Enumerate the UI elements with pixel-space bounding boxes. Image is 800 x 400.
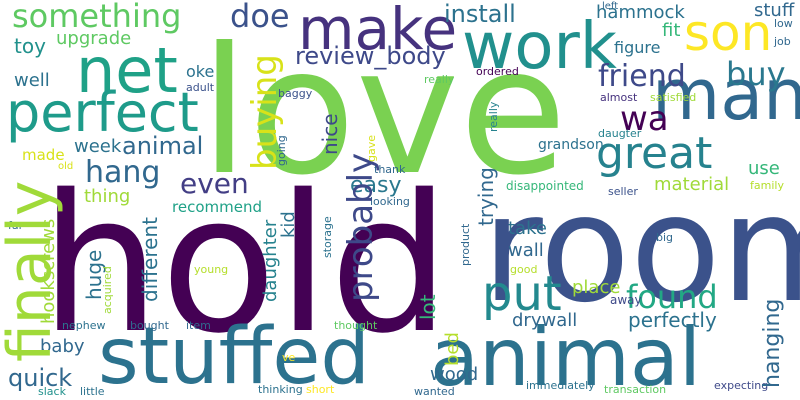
word-slack: slack — [38, 385, 66, 398]
word-thing: thing — [84, 186, 131, 207]
word-product: product — [459, 223, 472, 266]
word-low: low — [774, 17, 793, 30]
word-wanted: wanted — [414, 385, 455, 398]
word-material: material — [654, 174, 730, 195]
word-almost: almost — [600, 91, 638, 104]
word-bed: bed — [442, 332, 463, 366]
word-baggy: baggy — [278, 87, 313, 100]
word-well: well — [14, 70, 50, 91]
word-ve: ve — [282, 351, 296, 364]
word-kid: kid — [278, 211, 299, 238]
word-toy: toy — [14, 34, 46, 58]
word-great: great — [596, 128, 713, 179]
word-acquired: acquired — [101, 266, 114, 314]
word-daugter: daugter — [598, 127, 642, 140]
word-stuffed: stuffed — [98, 312, 370, 400]
word-bought: bought — [130, 319, 169, 332]
word-hold: hold — [40, 154, 451, 375]
word-disappointed: disappointed — [506, 179, 584, 193]
word-hammock: hammock — [596, 2, 685, 23]
word-friend: friend — [598, 59, 686, 94]
word-young: young — [194, 263, 229, 276]
word-hang: hang — [85, 155, 161, 190]
word-quick: quick — [8, 364, 73, 392]
word-thought: thought — [334, 319, 378, 332]
word-buy: buy — [726, 55, 786, 93]
word-animal-small: animal — [122, 132, 204, 160]
word-perfectly: perfectly — [628, 308, 717, 332]
word-made: made — [22, 146, 65, 164]
word-trying: trying — [474, 167, 498, 226]
word-figure: figure — [614, 38, 661, 57]
word-put: put — [482, 266, 562, 322]
word-lot: lot — [416, 294, 440, 320]
word-many: many — [652, 54, 800, 136]
word-job: job — [774, 35, 791, 48]
word-big: big — [656, 231, 674, 244]
word-really: really — [424, 73, 455, 86]
word-going: going — [275, 135, 288, 166]
word-little: little — [80, 385, 105, 398]
word-drywall: drywall — [512, 310, 578, 331]
word-adult: adult — [186, 81, 215, 94]
word-seller: seller — [608, 185, 638, 198]
word-transaction: transaction — [604, 383, 667, 396]
word-far: far — [8, 219, 24, 232]
word-item: item — [186, 319, 211, 332]
word-gave: gave — [365, 134, 378, 162]
word-hookscrews: hookscrews — [38, 218, 59, 324]
word-really-small: really — [487, 101, 500, 132]
word-short: short — [306, 383, 335, 396]
word-immediately: immediately — [526, 379, 595, 392]
word-perfect: perfect — [6, 81, 199, 144]
word-family: family — [750, 179, 784, 192]
word-thank: thank — [374, 163, 406, 176]
word-wa: wa — [620, 99, 669, 139]
word-stuff: stuff — [754, 0, 795, 21]
word-use: use — [748, 158, 780, 179]
word-place: place — [572, 277, 621, 298]
word-probably: probably — [341, 152, 381, 302]
word-ordered: ordered — [476, 65, 519, 78]
word-left: left — [602, 1, 619, 12]
word-different: different — [138, 217, 162, 302]
word-daughter: daughter — [260, 219, 281, 302]
word-found: found — [626, 278, 718, 316]
word-something: something — [12, 0, 182, 35]
word-take: take — [508, 218, 547, 239]
word-recommend: recommend — [172, 198, 262, 216]
word-animal: animal — [430, 311, 702, 400]
word-grandson: grandson — [538, 137, 604, 153]
word-wood: wood — [430, 364, 479, 385]
word-expecting: expecting — [714, 379, 769, 392]
word-review-body: review_body — [295, 42, 446, 70]
word-week: week — [74, 136, 122, 157]
word-satisfied: satisfied — [650, 91, 697, 104]
word-oke: oke — [186, 62, 215, 81]
word-easy: easy — [350, 173, 402, 198]
word-make: make — [298, 0, 458, 63]
word-nephew: nephew — [62, 319, 106, 332]
word-hanging: hanging — [760, 298, 785, 388]
word-thinking: thinking — [258, 383, 303, 396]
word-room: room — [482, 163, 800, 335]
word-looking: looking — [370, 195, 410, 208]
word-love: love — [200, 11, 567, 214]
word-baby: baby — [40, 336, 85, 357]
word-son: son — [684, 4, 773, 62]
word-good: good — [510, 263, 538, 276]
word-wall: wall — [508, 240, 544, 261]
word-nice: nice — [318, 113, 342, 155]
word-doe: doe — [230, 0, 290, 35]
word-away: away — [610, 293, 642, 307]
word-work: work — [462, 10, 617, 84]
word-install: install — [444, 0, 516, 28]
word-storage: storage — [321, 216, 334, 258]
word-old: old — [58, 161, 74, 172]
word-even: even — [180, 167, 249, 200]
word-net: net — [76, 34, 178, 107]
word-upgrade: upgrade — [56, 28, 132, 49]
word-fit: fit — [662, 20, 681, 41]
